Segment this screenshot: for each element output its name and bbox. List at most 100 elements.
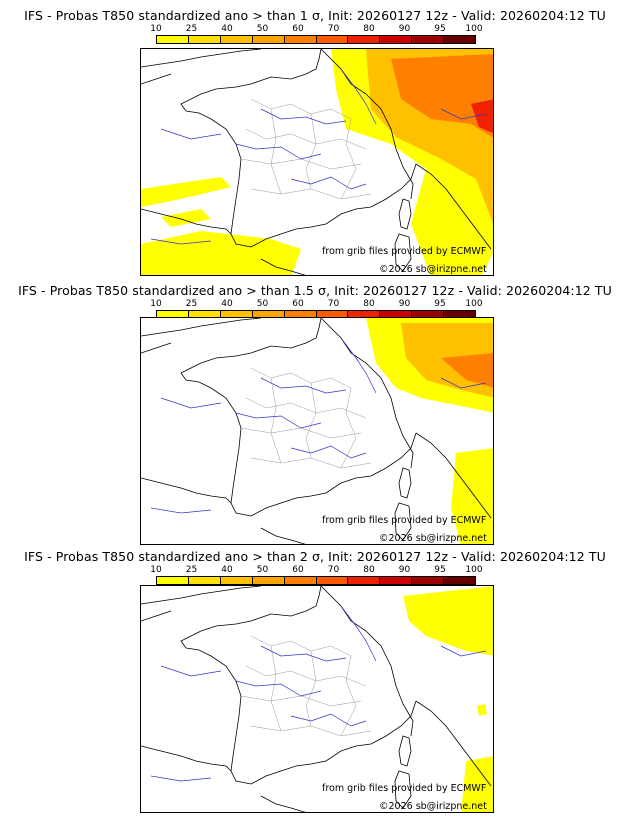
- probability-map: from grib files provided by ECMWF ©2026 …: [140, 317, 494, 545]
- spain-coast: [141, 477, 306, 544]
- prob-area-yellow-sw: [141, 231, 301, 275]
- colorbar-swatch: [348, 577, 381, 584]
- colorbar-tick: 25: [185, 24, 198, 34]
- colorbar-swatch: [316, 311, 349, 318]
- colorbar-swatch: [252, 577, 285, 584]
- colorbar-swatches: [156, 576, 476, 585]
- colorbar-swatch: [220, 311, 253, 318]
- sardinia: [394, 233, 412, 272]
- colorbar-tick: 95: [434, 565, 446, 575]
- border-east: [320, 586, 414, 737]
- colorbar-tick: 60: [292, 24, 304, 34]
- map-canvas: [141, 318, 493, 544]
- source-credit: from grib files provided by ECMWF: [322, 783, 487, 794]
- colorbar-tick: 50: [256, 24, 269, 34]
- colorbar-tick: 60: [292, 565, 304, 575]
- colorbar-swatch: [380, 36, 413, 43]
- colorbar-tick: 40: [221, 24, 233, 34]
- colorbar-tick: 50: [256, 565, 269, 575]
- sardinia: [394, 770, 412, 809]
- prob-area-yellow-coast: [161, 209, 211, 227]
- colorbar-tick: 100: [465, 299, 483, 309]
- probability-colorbar: 10 25 40 50 60 70 80 90 95 100: [150, 565, 483, 587]
- prob-area-yellow-south: [461, 756, 493, 812]
- colorbar-swatch: [380, 311, 413, 318]
- probability-map: from grib files provided by ECMWF ©2026 …: [140, 48, 494, 276]
- prob-area-orange: [441, 353, 493, 388]
- panel-title: IFS - Probas T850 standardized ano > tha…: [18, 283, 612, 298]
- colorbar-tick: 60: [292, 299, 304, 309]
- colorbar-swatches: [156, 35, 476, 44]
- colorbar-swatch: [412, 577, 445, 584]
- border-east: [320, 49, 414, 200]
- coastline: [180, 49, 417, 248]
- corsica: [398, 467, 412, 499]
- colorbar-swatch: [412, 36, 445, 43]
- spain-coast: [141, 745, 306, 812]
- colorbar-ticks: 10 25 40 50 60 70 80 90 95 100: [150, 24, 482, 35]
- copyright-credit: ©2026 sb@irizpne.net: [379, 533, 487, 544]
- colorbar-tick: 40: [221, 299, 233, 309]
- colorbar-tick: 50: [256, 299, 269, 309]
- prob-area-red: [471, 99, 493, 134]
- colorbar-swatch: [444, 577, 476, 584]
- colorbar-tick: 40: [221, 565, 233, 575]
- uk-coast: [141, 586, 262, 622]
- colorbar-tick: 70: [327, 299, 340, 309]
- corsica: [398, 735, 412, 767]
- colorbar-swatch: [157, 577, 189, 584]
- colorbar-tick: 80: [363, 299, 375, 309]
- colorbar-ticks: 10 25 40 50 60 70 80 90 95 100: [150, 299, 482, 310]
- map-canvas: [141, 49, 493, 275]
- colorbar-tick: 10: [150, 24, 162, 34]
- colorbar-tick: 95: [434, 299, 446, 309]
- sardinia: [394, 502, 412, 541]
- colorbar-swatch: [157, 36, 189, 43]
- border-east: [320, 318, 414, 469]
- colorbar-tick: 25: [185, 299, 198, 309]
- colorbar-tick: 100: [465, 565, 483, 575]
- colorbar-swatch: [188, 36, 221, 43]
- colorbar-tick: 90: [398, 24, 411, 34]
- colorbar-ticks: 10 25 40 50 60 70 80 90 95 100: [150, 565, 482, 576]
- panel-title: IFS - Probas T850 standardized ano > tha…: [24, 549, 606, 564]
- colorbar-swatch: [252, 36, 285, 43]
- probability-map: from grib files provided by ECMWF ©2026 …: [140, 585, 494, 813]
- colorbar-swatch: [220, 36, 253, 43]
- uk-coast: [141, 49, 262, 85]
- uk-coast: [141, 318, 262, 354]
- colorbar-swatch: [316, 577, 349, 584]
- colorbar-swatch: [188, 577, 221, 584]
- colorbar-tick: 100: [465, 24, 483, 34]
- colorbar-swatch: [444, 311, 476, 318]
- source-credit: from grib files provided by ECMWF: [322, 246, 487, 257]
- regional-boundaries: [240, 367, 372, 469]
- colorbar-swatch: [348, 36, 381, 43]
- colorbar-tick: 25: [185, 565, 198, 575]
- prob-area-yellow-dot: [477, 704, 487, 716]
- rivers: [150, 68, 487, 245]
- prob-area-orange: [391, 54, 493, 138]
- colorbar-swatch: [380, 577, 413, 584]
- prob-area-yellow-south: [451, 448, 493, 544]
- colorbar-tick: 70: [327, 565, 340, 575]
- colorbar-swatch: [284, 36, 317, 43]
- colorbar-swatch: [284, 577, 317, 584]
- spain-coast: [141, 208, 306, 275]
- colorbar-swatch: [157, 311, 189, 318]
- colorbar-swatch: [220, 577, 253, 584]
- prob-area-yellow: [403, 586, 493, 656]
- colorbar-swatch: [316, 36, 349, 43]
- rivers: [150, 337, 487, 514]
- colorbar-swatch: [252, 311, 285, 318]
- italy-coast: [415, 163, 492, 250]
- regional-boundaries: [240, 635, 372, 737]
- prob-area-yellow-west: [141, 177, 231, 207]
- colorbar-tick: 80: [363, 565, 375, 575]
- colorbar-swatch: [348, 311, 381, 318]
- colorbar-tick: 90: [398, 299, 411, 309]
- italy-coast: [415, 432, 492, 519]
- colorbar-tick: 10: [150, 299, 162, 309]
- italy-coast: [415, 700, 492, 787]
- copyright-credit: ©2026 sb@irizpne.net: [379, 801, 487, 812]
